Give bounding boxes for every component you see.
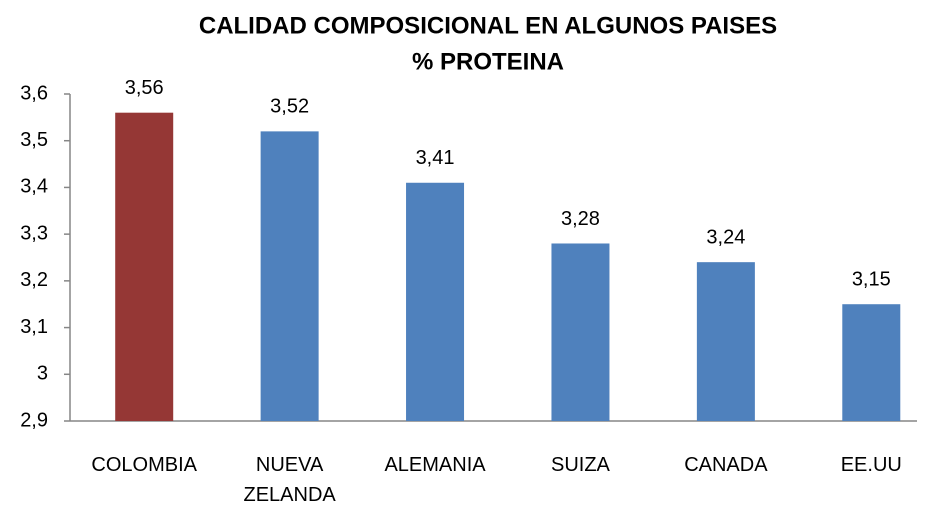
x-tick-label: EE.UU [840,454,902,476]
x-tick-label-box: EE.UU [840,454,902,476]
x-tick-label-box: CANADA [684,454,768,476]
chart-subtitle: % PROTEINA [412,48,564,75]
x-tick-label-box: SUIZA [551,454,610,476]
x-tick-label-box: COLOMBIA [91,454,197,476]
value-label: 3,56 [125,77,164,99]
y-tick-label: 3,2 [20,269,48,291]
x-tick-label: SUIZA [551,454,610,476]
bar [260,131,319,421]
bar [842,304,901,421]
value-label: 3,24 [706,226,745,248]
y-tick-label: 3,3 [20,222,48,244]
y-tick-label: 2,9 [20,409,48,431]
x-tick-label-box: NUEVA ZELANDA [243,454,336,506]
x-tick-label: CANADA [684,454,768,476]
x-tick-label-box: ALEMANIA [384,454,486,476]
y-tick-label: 3,5 [20,129,48,151]
bar [406,182,465,421]
bar [696,262,755,421]
value-label: 3,28 [561,208,600,230]
bar [551,243,610,421]
value-label: 3,41 [416,147,455,169]
chart-title: CALIDAD COMPOSICIONAL EN ALGUNOS PAISES [199,12,777,39]
bar [115,112,174,421]
y-tick-label: 3 [37,363,48,385]
x-tick-label: NUEVA ZELANDA [243,454,336,506]
value-label: 3,15 [852,268,891,290]
x-tick-label: COLOMBIA [91,454,197,476]
x-tick-label: ALEMANIA [384,454,486,476]
value-label: 3,52 [270,96,309,118]
y-tick-label: 3,4 [20,176,48,198]
y-tick-label: 3,6 [20,82,48,104]
y-tick-label: 3,1 [20,316,48,338]
